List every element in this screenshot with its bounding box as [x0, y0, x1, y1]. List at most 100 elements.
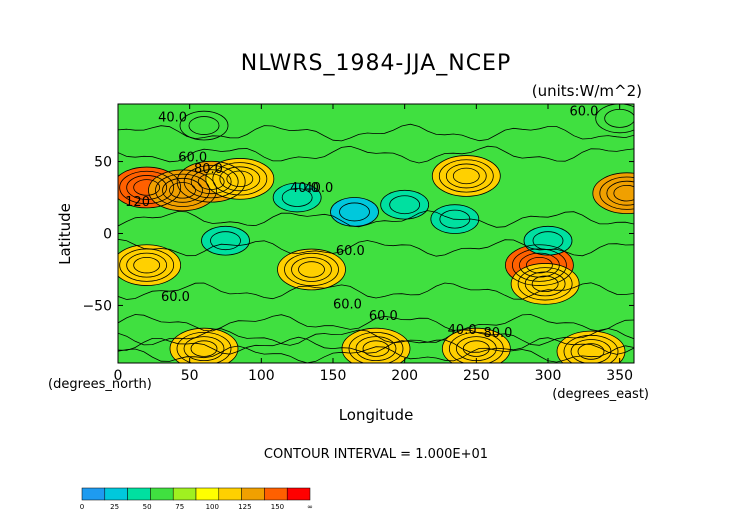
- contour-line: [592, 172, 634, 215]
- contour-line: [133, 256, 161, 274]
- y-unit-label: (degrees_north): [48, 377, 152, 392]
- colorbar-tick-label: 75: [175, 503, 184, 511]
- contour-line: [118, 145, 634, 164]
- plot-area: [118, 104, 634, 363]
- contour-line: [272, 182, 322, 213]
- contour-line: [441, 327, 511, 363]
- contour-line: [210, 231, 241, 251]
- x-tick-label: 150: [320, 368, 347, 384]
- contour-interval-label: CONTOUR INTERVAL = 1.000E+01: [264, 447, 488, 462]
- contour-line: [176, 160, 246, 203]
- colorbar-swatch: [195, 487, 220, 501]
- x-tick-label: 250: [463, 368, 490, 384]
- colorbar-tick-label: 150: [271, 503, 284, 511]
- contour-line: [281, 188, 313, 207]
- contour-label: 60.0: [570, 105, 599, 120]
- field-blob: [330, 197, 379, 227]
- y-tick-label: 0: [103, 227, 112, 243]
- contour-line: [339, 202, 370, 222]
- contour-label: 80.0: [484, 326, 513, 341]
- field-blob: [595, 104, 634, 133]
- y-axis-label: Latitude: [56, 203, 74, 265]
- colorbar-swatch: [264, 487, 288, 501]
- contour-line: [389, 195, 421, 215]
- contour-line: [599, 176, 634, 210]
- field-ring: [595, 104, 634, 133]
- contour-label: 60.0: [369, 309, 398, 324]
- field-layer: [118, 104, 634, 363]
- contour-line: [190, 340, 218, 357]
- colorbar: 0 25 50 75 100 125 150 ∞: [80, 487, 313, 511]
- contour-line: [148, 169, 217, 212]
- contour-label: 60.0: [336, 244, 365, 259]
- colorbar-swatch: [286, 487, 311, 501]
- contour-line: [219, 166, 261, 192]
- colorbar-tick-label: 50: [143, 503, 152, 511]
- field-ring: [118, 244, 181, 286]
- x-tick-label: 200: [391, 368, 418, 384]
- contour-line: [226, 170, 254, 188]
- colorbar-swatch: [241, 487, 265, 501]
- y-tick-label: −50: [82, 298, 112, 314]
- x-tick-label: 100: [248, 368, 275, 384]
- contour-line: [604, 108, 634, 128]
- contour-label: 40.0: [290, 181, 319, 196]
- contour-line: [298, 261, 325, 278]
- contour-line: [169, 182, 196, 199]
- colorbar-tick-label: 100: [206, 503, 219, 511]
- field-blob: [170, 328, 238, 363]
- colorbar-tick-label: 25: [110, 503, 119, 511]
- contour-line: [118, 282, 634, 300]
- x-tick-label: 50: [181, 368, 199, 384]
- contour-line: [380, 189, 430, 220]
- contour-line: [118, 238, 634, 257]
- field-blob: [592, 172, 634, 214]
- contour-line: [438, 159, 494, 193]
- contour-line: [341, 327, 411, 363]
- field-ring: [342, 328, 410, 363]
- field-blob: [380, 190, 429, 220]
- colorbar-tick-label: 125: [238, 503, 251, 511]
- contour-line: [162, 177, 203, 203]
- colorbar-tick-label: 0: [80, 503, 84, 511]
- contour-line: [362, 340, 390, 357]
- x-tick-label: 350: [606, 368, 633, 384]
- field-ring: [330, 197, 379, 227]
- contour-line: [505, 244, 574, 286]
- contour-line: [212, 162, 268, 196]
- contour-line: [595, 104, 634, 134]
- contour-line: [355, 336, 397, 362]
- contour-line: [452, 167, 480, 185]
- field-ring: [432, 155, 501, 197]
- field-ring: [205, 158, 274, 200]
- contour-line: [277, 248, 346, 291]
- contour-line: [169, 327, 239, 363]
- x-tick-label: 300: [535, 368, 562, 384]
- contour-line: [510, 263, 580, 305]
- colorbar-swatch: [81, 487, 106, 501]
- field-blob: [205, 158, 274, 200]
- field-blob: [273, 183, 322, 212]
- y-tick-label: 50: [94, 155, 112, 171]
- contour-line: [133, 179, 161, 196]
- contour-line: [613, 185, 634, 202]
- contour-label: 60.0: [333, 297, 362, 312]
- colorbar-swatch: [127, 487, 151, 501]
- field-blob: [432, 155, 501, 197]
- contour-line: [577, 343, 605, 360]
- contour-line: [118, 123, 634, 142]
- x-unit-label: (degrees_east): [552, 387, 649, 402]
- contour-line: [190, 169, 232, 195]
- field-blob: [524, 226, 572, 256]
- x-axis-label: Longitude: [339, 406, 414, 424]
- contour-line: [523, 225, 573, 256]
- contour-line: [188, 116, 220, 135]
- contour-line: [201, 225, 250, 256]
- contour-label: 60.0: [178, 151, 207, 166]
- contour-layer: [118, 104, 634, 363]
- x-tick-label: 0: [114, 368, 123, 384]
- contour-line: [531, 275, 559, 293]
- chart-title: NLWRS_1984-JJA_NCEP: [241, 51, 511, 76]
- colorbar-swatch: [218, 487, 242, 501]
